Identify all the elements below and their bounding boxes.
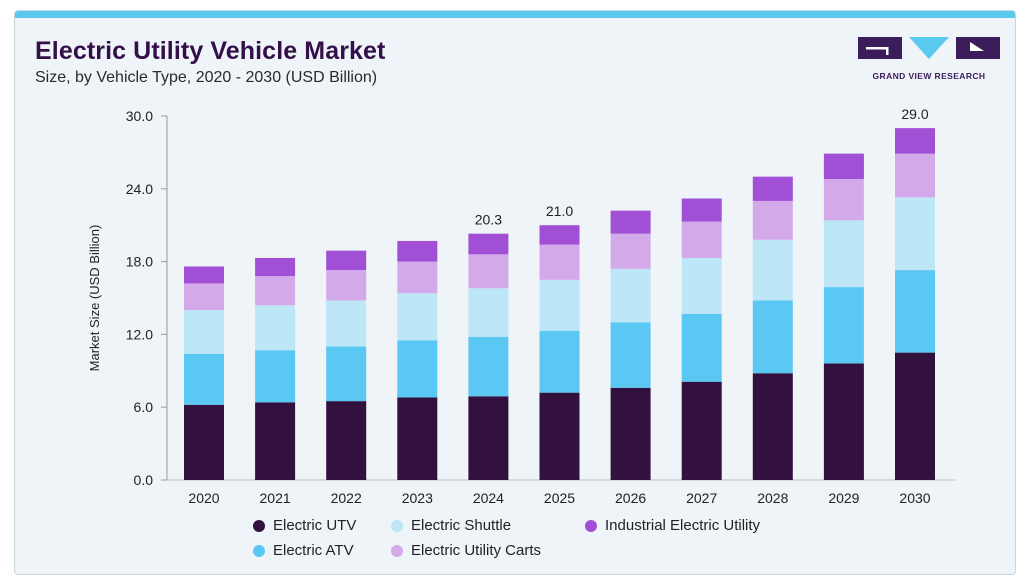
bar-segment <box>610 322 651 388</box>
bar-segment <box>823 179 864 221</box>
legend-label: Industrial Electric Utility <box>605 517 761 534</box>
bar-segment <box>539 392 580 480</box>
legend-label: Electric Utility Carts <box>411 542 542 559</box>
bar-segment <box>397 340 438 398</box>
x-tick-label: 2022 <box>331 490 362 506</box>
x-tick-label: 2027 <box>686 490 717 506</box>
legend-label: Electric UTV <box>273 517 357 534</box>
chart-title: Electric Utility Vehicle Market <box>35 37 386 65</box>
bar-segment <box>468 233 509 255</box>
bar-segment <box>468 396 509 480</box>
bar-segment <box>539 279 580 331</box>
bar-segment <box>184 404 224 480</box>
bar-segment <box>326 250 367 271</box>
bar-segment <box>681 257 722 314</box>
bar-segment <box>752 176 793 201</box>
chart-card: Electric Utility Vehicle Market Size, by… <box>14 10 1016 575</box>
bar-segment <box>397 397 438 480</box>
bar-segment <box>326 346 367 402</box>
grand-view-research-logo-icon <box>858 37 1000 59</box>
bar-segment <box>610 268 651 323</box>
bar-segment <box>681 198 722 222</box>
data-label: 21.0 <box>546 203 573 219</box>
legend-item: Electric ATV <box>253 542 354 559</box>
data-label: 20.3 <box>475 212 502 228</box>
bar-segment <box>468 254 509 289</box>
data-label: 29.0 <box>901 106 928 122</box>
bar-segment <box>610 387 651 480</box>
x-tick-label: 2020 <box>188 490 219 506</box>
legend-item: Electric Utility Carts <box>391 542 541 559</box>
legend-label: Electric ATV <box>273 542 354 559</box>
bar-segment <box>468 288 509 337</box>
x-tick-label: 2028 <box>757 490 788 506</box>
x-tick-label: 2023 <box>402 490 433 506</box>
chart-subtitle: Size, by Vehicle Type, 2020 - 2030 (USD … <box>35 69 378 86</box>
stacked-bar-chart: Market Size (USD Billion) 0.0 6.0 12.0 18.0 2… <box>87 106 955 506</box>
bar-segment <box>184 283 224 311</box>
bar-segment <box>468 336 509 397</box>
bar-segment <box>823 220 864 288</box>
bar-segment <box>397 293 438 341</box>
bar-segment <box>823 287 864 364</box>
bar-segment <box>681 381 722 480</box>
y-tick-label: 24.0 <box>126 181 153 197</box>
bar-segment <box>610 233 651 269</box>
bar-segment <box>752 200 793 240</box>
bar-segment <box>895 197 935 271</box>
bar-segment <box>539 330 580 393</box>
bar-segment <box>255 402 296 480</box>
bar-segment <box>326 270 367 301</box>
legend-swatch <box>253 544 265 557</box>
legend-item: Electric UTV <box>253 517 356 534</box>
brand-name: GRAND VIEW RESEARCH <box>872 71 986 81</box>
x-tick-label: 2024 <box>473 490 504 506</box>
x-tick-label: 2030 <box>899 490 930 506</box>
x-tick-label: 2026 <box>615 490 646 506</box>
legend-item: Electric Shuttle <box>391 517 511 534</box>
bar-segment <box>326 300 367 347</box>
legend: Electric UTV Electric Shuttle Industrial E… <box>253 517 873 567</box>
bar-segment <box>255 276 296 306</box>
legend-swatch <box>391 519 403 532</box>
y-tick-label: 18.0 <box>126 254 153 270</box>
y-tick-label: 6.0 <box>134 399 154 415</box>
bar-segment <box>255 257 296 277</box>
bar-segment <box>184 266 224 284</box>
bar-segment <box>895 128 935 154</box>
y-axis-title: Market Size (USD Billion) <box>87 225 102 372</box>
bar-segment <box>895 352 935 480</box>
legend-swatch <box>391 544 403 557</box>
bar-segment <box>823 363 864 480</box>
bar-segment <box>397 240 438 262</box>
y-tick-label: 30.0 <box>126 108 153 124</box>
bar-segment <box>184 310 224 354</box>
bar-segment <box>184 353 224 405</box>
bar-segment <box>539 225 580 245</box>
bar-segment <box>752 373 793 480</box>
bar-segment <box>255 305 296 351</box>
bar-segment <box>397 261 438 294</box>
accent-bar <box>15 11 1015 18</box>
bar-segment <box>895 153 935 198</box>
bar-segment <box>610 210 651 234</box>
bar-segment <box>681 221 722 258</box>
bar-segment <box>255 350 296 403</box>
bar-segment <box>895 270 935 353</box>
bar-segment <box>823 153 864 180</box>
legend-swatch <box>585 519 597 532</box>
x-tick-label: 2029 <box>828 490 859 506</box>
bar-segment <box>752 300 793 374</box>
legend-swatch <box>253 519 265 532</box>
x-tick-label: 2025 <box>544 490 575 506</box>
bar-segment <box>681 313 722 382</box>
y-tick-label: 12.0 <box>126 326 153 342</box>
bar-segment <box>326 401 367 480</box>
legend-label: Electric Shuttle <box>411 517 512 534</box>
y-tick-label: 0.0 <box>134 472 154 488</box>
bar-segment <box>539 244 580 280</box>
x-tick-label: 2021 <box>260 490 291 506</box>
legend-item: Industrial Electric Utility <box>585 517 760 534</box>
bar-segment <box>752 239 793 301</box>
